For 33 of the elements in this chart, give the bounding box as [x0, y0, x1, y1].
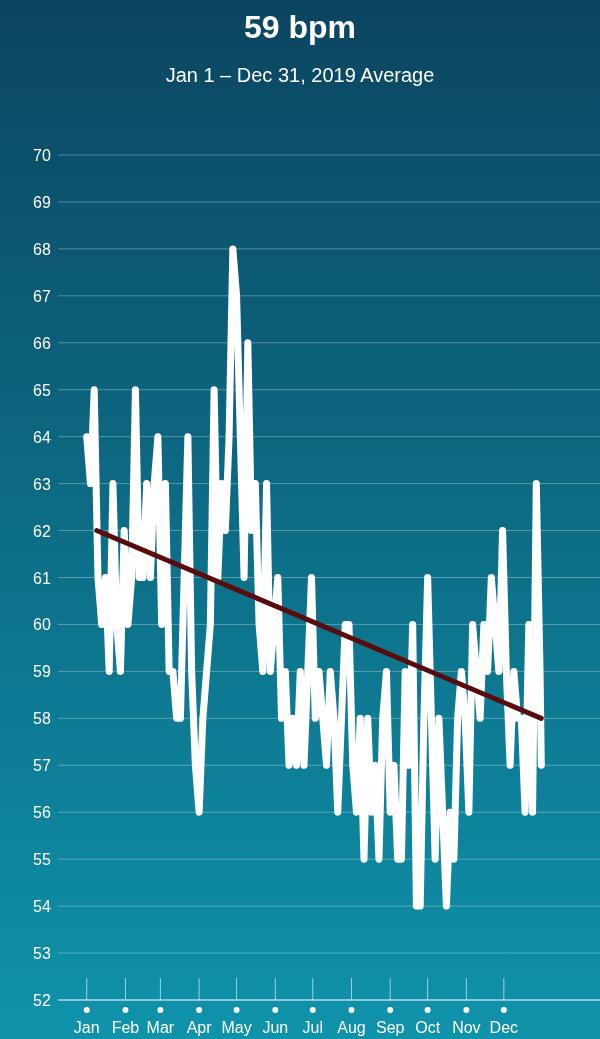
x-tick-label: Jul	[302, 1019, 323, 1036]
y-tick-label: 53	[33, 945, 51, 963]
y-tick-label: 58	[33, 710, 51, 728]
x-tick-label: Jun	[262, 1019, 289, 1036]
chart-subtitle: Jan 1 – Dec 31, 2019 Average	[165, 64, 435, 86]
chart-title: 59 bpm	[243, 9, 357, 45]
y-tick-label: 52	[33, 992, 51, 1009]
y-tick-label: 61	[33, 569, 51, 587]
y-tick-label: 70	[33, 147, 51, 164]
x-tick-label: Feb	[111, 1019, 140, 1036]
y-tick-label: 64	[33, 428, 51, 446]
y-tick-label: 66	[33, 334, 51, 352]
x-tick-label: Aug	[337, 1019, 366, 1036]
y-tick-label: 67	[33, 287, 51, 305]
y-tick-label: 62	[33, 522, 51, 540]
x-tick-label: Mar	[146, 1019, 175, 1036]
x-tick-label: Nov	[452, 1019, 481, 1036]
x-tick-label: Sep	[375, 1019, 405, 1036]
x-tick-label: Oct	[415, 1019, 441, 1036]
x-tick-label: Dec	[489, 1019, 519, 1036]
y-tick-label: 55	[33, 851, 51, 869]
y-tick-label: 65	[33, 381, 51, 399]
y-tick-label: 63	[33, 475, 51, 493]
x-tick-label: May	[221, 1019, 252, 1036]
x-tick-label: Apr	[186, 1019, 213, 1036]
y-tick-label: 69	[33, 193, 51, 211]
y-tick-label: 54	[33, 898, 51, 916]
y-tick-label: 60	[33, 616, 51, 634]
y-tick-label: 57	[33, 757, 51, 775]
y-tick-label: 59	[33, 663, 51, 681]
x-tick-label: Jan	[73, 1019, 100, 1036]
y-tick-label: 68	[33, 240, 51, 258]
y-tick-label: 56	[33, 804, 51, 822]
